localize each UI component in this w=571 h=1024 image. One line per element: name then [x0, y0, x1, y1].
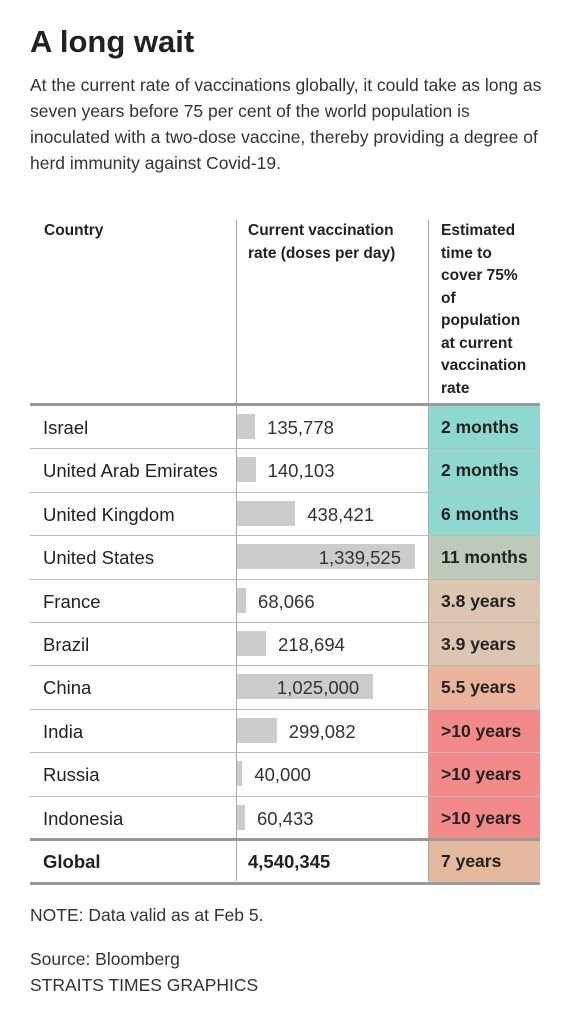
time-cell: >10 years: [429, 796, 540, 839]
rate-label: 135,778: [267, 417, 334, 438]
country: France: [43, 590, 101, 612]
time-cell: 3.8 years: [429, 579, 540, 622]
rate-label: 68,066: [258, 590, 315, 612]
time-cell: 11 months: [429, 536, 540, 579]
country: Indonesia: [43, 807, 124, 829]
time-cell: >10 years: [429, 753, 540, 796]
rate-label: 4,540,345: [248, 851, 331, 872]
header-rule: [30, 403, 540, 406]
divider: [236, 220, 237, 881]
row-rule: [30, 622, 540, 623]
divider: [428, 220, 429, 881]
bar: [237, 587, 247, 613]
rate-label: 438,421: [307, 503, 375, 525]
rate-label: 1,339,525: [318, 547, 401, 569]
row-rule: [30, 708, 540, 710]
credit: STRAITS TIMES GRAPHICS: [30, 975, 259, 995]
bottom-rule: [30, 882, 540, 886]
row-rule: [30, 578, 540, 580]
bar: [237, 717, 277, 743]
bar: [237, 414, 256, 439]
bar: [237, 674, 374, 700]
title: A long wait: [30, 24, 195, 59]
time-cell: 7 years: [429, 841, 540, 883]
header: Estimated time to cover 75% of populatio…: [441, 222, 527, 397]
time-cell: 2 months: [429, 406, 540, 449]
row-rule: [30, 665, 540, 667]
subtitle: At the current rate of vaccinations glob…: [30, 75, 542, 173]
rate-label: 140,103: [267, 460, 335, 482]
rate-label: 60,433: [257, 807, 314, 829]
country: United Kingdom: [43, 503, 175, 525]
rate-label: 1,025,000: [276, 677, 360, 699]
total-rule: [30, 838, 540, 841]
country: India: [43, 720, 84, 742]
country: Brazil: [43, 634, 90, 655]
header: Current vaccination rate (doses per day): [248, 222, 396, 262]
bar: [237, 500, 296, 526]
bar: [237, 761, 243, 787]
bar: [237, 804, 246, 830]
country: Israel: [43, 417, 89, 438]
row-rule: [30, 448, 540, 450]
country: China: [43, 677, 92, 699]
rate-label: 40,000: [254, 764, 311, 786]
row-rule: [30, 795, 540, 797]
country: Russia: [43, 764, 100, 786]
time-cell: >10 years: [429, 709, 540, 753]
header: Country: [44, 222, 104, 239]
row-rule: [30, 491, 540, 493]
source: Source: Bloomberg: [30, 949, 180, 969]
country: Global: [43, 851, 101, 872]
row-rule: [30, 752, 540, 754]
rate-label: 299,082: [288, 720, 356, 742]
row-rule: [30, 535, 540, 537]
note: NOTE: Data valid as at Feb 5.: [30, 905, 264, 925]
bar: [237, 457, 256, 483]
time-cell: 3.9 years: [429, 623, 540, 666]
time-cell: 5.5 years: [429, 666, 540, 709]
bar: [237, 631, 267, 656]
rate-label: 218,694: [278, 634, 345, 655]
country: United Arab Emirates: [43, 460, 218, 482]
bar: [237, 544, 415, 570]
time-cell: 2 months: [429, 449, 540, 492]
country: United States: [43, 547, 155, 569]
time-cell: 6 months: [429, 492, 540, 536]
